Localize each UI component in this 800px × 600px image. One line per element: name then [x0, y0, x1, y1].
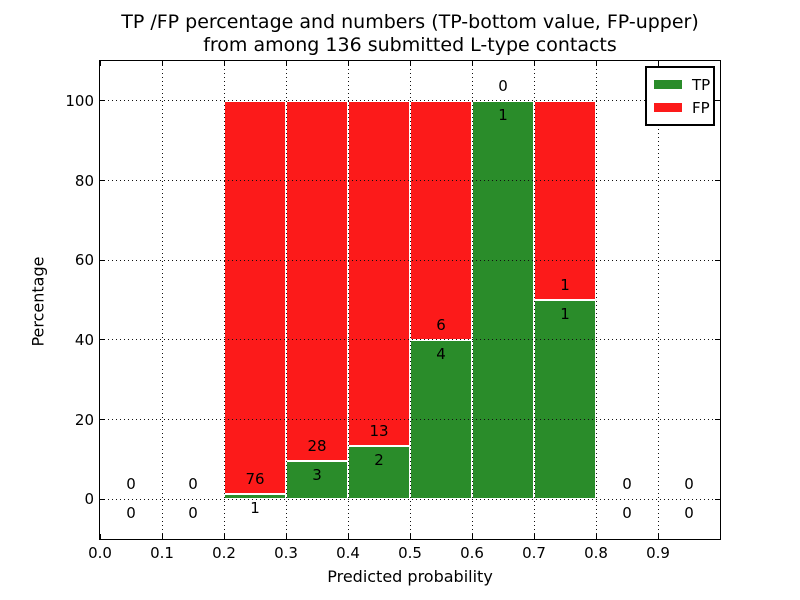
- tp-bar: [534, 300, 596, 500]
- tp-count-label: 0: [188, 504, 198, 523]
- x-tick-mark: [99, 61, 101, 66]
- fp-count-label: 13: [369, 422, 389, 441]
- fp-count-label: 1: [560, 276, 570, 294]
- fp-count-label: 76: [245, 469, 265, 488]
- gridline-vertical: [657, 61, 659, 539]
- x-tick-label: 0.1: [150, 544, 174, 562]
- chart-title: TP /FP percentage and numbers (TP-bottom…: [100, 11, 720, 57]
- x-tick-mark: [533, 534, 535, 539]
- gridline-vertical: [285, 61, 287, 539]
- gridline-vertical: [471, 61, 473, 539]
- y-tick-mark: [100, 259, 105, 261]
- legend-label-tp: TP: [692, 75, 711, 94]
- fp-count-label: 0: [126, 475, 136, 494]
- fp-count-label: 28: [307, 436, 327, 455]
- x-tick-label: 0.5: [398, 544, 422, 562]
- x-tick-mark: [471, 534, 473, 539]
- x-tick-mark: [657, 61, 659, 66]
- fp-count-label: 0: [684, 475, 694, 494]
- x-tick-mark: [409, 534, 411, 539]
- y-tick-label: 80: [74, 171, 94, 190]
- y-tick-mark: [100, 339, 105, 341]
- tp-bar: [472, 100, 534, 500]
- x-tick-label: 0.8: [584, 544, 608, 562]
- fp-bar: [224, 100, 286, 494]
- gridline-vertical: [347, 61, 349, 539]
- fp-count-label: 0: [188, 475, 198, 494]
- gridline-vertical: [223, 61, 225, 539]
- gridline-vertical: [409, 61, 411, 539]
- x-tick-mark: [161, 61, 163, 66]
- tp-count-label: 0: [126, 504, 136, 523]
- legend-label-fp: FP: [692, 98, 710, 117]
- x-tick-mark: [347, 534, 349, 539]
- x-tick-mark: [347, 61, 349, 66]
- y-tick-mark: [715, 259, 720, 261]
- x-tick-label: 0.4: [336, 544, 360, 562]
- legend-row: FP: [654, 96, 710, 119]
- fp-bar: [534, 100, 596, 300]
- y-tick-mark: [100, 498, 105, 500]
- fp-bar: [348, 100, 410, 447]
- tp-count-label: 2: [374, 451, 384, 470]
- gridline-vertical: [533, 61, 535, 539]
- fp-count-label: 6: [436, 315, 446, 334]
- x-tick-mark: [223, 534, 225, 539]
- tp-count-label: 3: [312, 465, 322, 484]
- x-tick-mark: [595, 61, 597, 66]
- x-tick-mark: [409, 61, 411, 66]
- chart-title-line2: from among 136 submitted L-type contacts: [203, 34, 617, 56]
- x-tick-mark: [533, 61, 535, 66]
- y-tick-label: 100: [65, 91, 94, 110]
- legend: TP FP: [645, 66, 715, 126]
- tp-count-label: 0: [684, 504, 694, 523]
- gridline-vertical: [161, 61, 163, 539]
- tp-count-label: 1: [498, 105, 508, 124]
- x-tick-label: 0.0: [88, 544, 112, 562]
- chart-title-line1: TP /FP percentage and numbers (TP-bottom…: [121, 11, 699, 33]
- y-tick-mark: [100, 180, 105, 181]
- y-tick-mark: [715, 339, 720, 341]
- fp-bar: [286, 100, 348, 461]
- legend-row: TP: [654, 73, 710, 96]
- y-tick-mark: [100, 100, 105, 102]
- tp-count-label: 1: [560, 305, 570, 323]
- x-tick-label: 0.6: [460, 544, 484, 562]
- y-tick-label: 40: [74, 330, 94, 349]
- y-tick-mark: [715, 100, 720, 102]
- legend-swatch-tp: [654, 80, 682, 89]
- y-tick-mark: [715, 180, 720, 181]
- y-tick-mark: [715, 498, 720, 500]
- x-tick-mark: [99, 534, 101, 539]
- tp-count-label: 0: [622, 504, 632, 523]
- fp-count-label: 0: [498, 76, 508, 95]
- tp-count-label: 1: [250, 498, 260, 517]
- y-tick-label: 60: [74, 251, 94, 270]
- legend-swatch-fp: [654, 103, 682, 112]
- fp-bar: [410, 100, 472, 340]
- y-tick-mark: [100, 419, 105, 420]
- x-tick-mark: [223, 61, 225, 66]
- y-tick-label: 20: [74, 410, 94, 429]
- x-tick-mark: [657, 534, 659, 539]
- x-tick-mark: [471, 61, 473, 66]
- y-tick-mark: [715, 419, 720, 420]
- x-tick-label: 0.7: [522, 544, 546, 562]
- x-tick-mark: [285, 61, 287, 66]
- x-tick-label: 0.2: [212, 544, 236, 562]
- x-axis-label: Predicted probability: [327, 567, 493, 586]
- gridline-vertical: [595, 61, 597, 539]
- x-tick-mark: [595, 534, 597, 539]
- tp-count-label: 4: [436, 344, 446, 363]
- x-tick-label: 0.9: [646, 544, 670, 562]
- x-tick-mark: [285, 534, 287, 539]
- y-tick-label: 0: [84, 490, 94, 509]
- tp-bar: [348, 446, 410, 500]
- fp-count-label: 0: [622, 475, 632, 494]
- x-tick-mark: [161, 534, 163, 539]
- x-tick-label: 0.3: [274, 544, 298, 562]
